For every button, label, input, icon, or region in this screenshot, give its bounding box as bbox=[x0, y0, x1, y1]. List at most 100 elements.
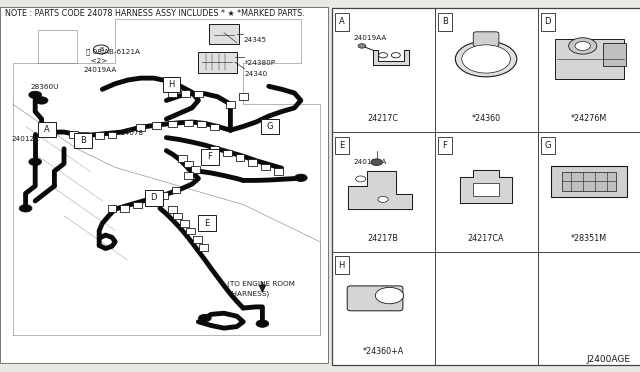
Bar bbox=[335, 137, 349, 154]
Bar bbox=[0, 7, 328, 363]
Text: 24340: 24340 bbox=[244, 71, 268, 77]
Bar bbox=[136, 124, 145, 131]
Bar bbox=[248, 159, 257, 166]
Bar bbox=[163, 77, 180, 92]
FancyBboxPatch shape bbox=[604, 43, 627, 65]
Bar bbox=[335, 13, 349, 31]
Bar bbox=[210, 124, 219, 130]
Bar bbox=[210, 146, 219, 153]
Bar bbox=[274, 168, 283, 175]
Bar bbox=[180, 220, 189, 227]
Circle shape bbox=[358, 44, 366, 48]
Bar bbox=[74, 133, 92, 148]
Bar bbox=[168, 206, 177, 213]
Polygon shape bbox=[348, 171, 412, 209]
FancyBboxPatch shape bbox=[552, 166, 627, 197]
Text: J2400AGE: J2400AGE bbox=[586, 355, 630, 364]
Bar bbox=[184, 120, 193, 126]
Bar bbox=[168, 121, 177, 127]
Text: G: G bbox=[545, 141, 551, 150]
Text: B: B bbox=[442, 17, 448, 26]
Bar bbox=[184, 172, 193, 179]
Text: F: F bbox=[207, 153, 212, 161]
Bar bbox=[146, 197, 155, 204]
Bar bbox=[236, 154, 244, 161]
Circle shape bbox=[371, 159, 383, 166]
Circle shape bbox=[198, 314, 211, 322]
Text: 24012C: 24012C bbox=[12, 136, 40, 142]
Bar bbox=[197, 121, 206, 127]
Bar bbox=[38, 122, 56, 137]
Bar bbox=[438, 13, 452, 31]
Bar bbox=[168, 91, 177, 97]
Circle shape bbox=[462, 45, 511, 73]
Text: <2>: <2> bbox=[86, 58, 108, 64]
Bar bbox=[152, 122, 161, 129]
Circle shape bbox=[392, 52, 401, 58]
Bar bbox=[181, 90, 190, 97]
Text: F: F bbox=[442, 141, 447, 150]
Circle shape bbox=[376, 287, 404, 304]
Text: (TO ENGINE ROOM: (TO ENGINE ROOM bbox=[227, 281, 295, 287]
Bar bbox=[133, 202, 142, 208]
Text: *24380P: *24380P bbox=[244, 60, 276, 65]
Text: G: G bbox=[267, 122, 273, 131]
Text: *24360: *24360 bbox=[472, 114, 500, 123]
Bar bbox=[474, 183, 499, 196]
Polygon shape bbox=[461, 170, 512, 203]
Bar bbox=[541, 137, 555, 154]
Circle shape bbox=[256, 320, 269, 327]
FancyBboxPatch shape bbox=[347, 286, 403, 311]
Text: Ⓑ 08JAB-6121A: Ⓑ 08JAB-6121A bbox=[86, 48, 140, 55]
Bar bbox=[120, 205, 129, 212]
Text: 28360U: 28360U bbox=[31, 84, 59, 90]
Text: 24019AA: 24019AA bbox=[83, 67, 116, 73]
Bar bbox=[178, 155, 187, 162]
Bar bbox=[239, 93, 248, 100]
Circle shape bbox=[294, 174, 307, 182]
Bar bbox=[332, 8, 640, 365]
Bar bbox=[145, 190, 163, 206]
Text: *24360+A: *24360+A bbox=[362, 347, 404, 356]
Bar bbox=[193, 236, 202, 243]
Bar bbox=[438, 137, 452, 154]
FancyBboxPatch shape bbox=[474, 32, 499, 46]
Circle shape bbox=[575, 41, 590, 50]
Text: 24019AA: 24019AA bbox=[354, 159, 387, 165]
Text: HARNESS): HARNESS) bbox=[227, 290, 269, 296]
Circle shape bbox=[29, 158, 42, 166]
Bar bbox=[172, 187, 180, 193]
Text: *24276M: *24276M bbox=[571, 114, 607, 123]
Text: 24345: 24345 bbox=[243, 37, 266, 43]
Text: D: D bbox=[545, 17, 551, 26]
Bar bbox=[69, 131, 78, 138]
Bar bbox=[541, 13, 555, 31]
Bar bbox=[199, 244, 208, 251]
Bar bbox=[159, 192, 168, 199]
Text: B: B bbox=[80, 136, 86, 145]
Bar bbox=[79, 132, 88, 139]
Text: 24019AA: 24019AA bbox=[354, 35, 387, 41]
Polygon shape bbox=[374, 49, 409, 64]
Bar bbox=[108, 205, 116, 212]
Circle shape bbox=[356, 176, 366, 182]
Text: 24217C: 24217C bbox=[367, 114, 399, 123]
FancyBboxPatch shape bbox=[555, 39, 624, 79]
Bar bbox=[108, 132, 116, 138]
Text: H: H bbox=[339, 261, 345, 270]
Text: H: H bbox=[168, 80, 175, 89]
Text: A: A bbox=[44, 125, 49, 134]
FancyBboxPatch shape bbox=[209, 24, 239, 44]
Text: E: E bbox=[339, 141, 344, 150]
Circle shape bbox=[19, 205, 32, 212]
Text: *28351M: *28351M bbox=[571, 234, 607, 243]
Text: A: A bbox=[339, 17, 344, 26]
Bar bbox=[198, 215, 216, 231]
Text: 24078: 24078 bbox=[120, 130, 143, 136]
Bar bbox=[335, 256, 349, 274]
Text: 24217CA: 24217CA bbox=[468, 234, 504, 243]
Text: B: B bbox=[99, 47, 103, 52]
Circle shape bbox=[35, 97, 48, 104]
Bar bbox=[95, 132, 104, 139]
Text: D: D bbox=[150, 193, 157, 202]
